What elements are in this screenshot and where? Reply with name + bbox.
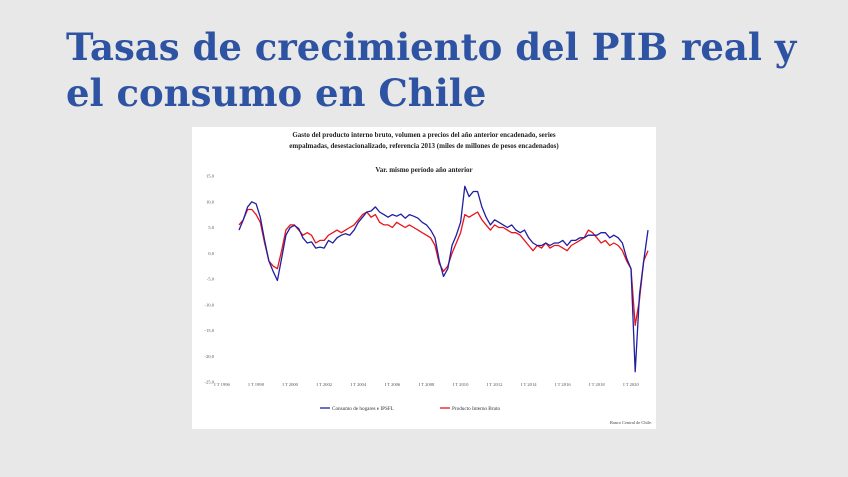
- y-tick-label: 0,0: [208, 251, 214, 257]
- x-axis: I T 1996 I T 1998 I T 2000 I T 2002 I T 2004…: [214, 382, 639, 387]
- legend-label-consumo: Consumo de hogares e IPSFL: [332, 406, 394, 412]
- series-lines: [238, 185, 649, 373]
- x-tick-label: I T 2020: [623, 382, 639, 387]
- y-tick-label: -10,0: [204, 302, 214, 308]
- x-tick-label: I T 2016: [555, 382, 571, 387]
- y-tick-label: -25,0: [204, 380, 214, 386]
- y-axis: 15,0 10,0 5,0 0,0 -5,0 -10,0 -15,0 -20,0 -25,0: [204, 174, 214, 386]
- chart-title-line2: empalmadas, desestacionalizado, referenc…: [289, 142, 559, 150]
- x-tick-label: I T 2010: [453, 382, 469, 387]
- slide-title: Tasas de crecimiento del PIB real y el c…: [66, 25, 797, 115]
- chart-subtitle: Var. mismo período año anterior: [375, 166, 472, 174]
- y-tick-label: 10,0: [206, 199, 215, 205]
- series-line-pib: [238, 208, 649, 326]
- y-tick-label: -5,0: [207, 277, 215, 283]
- y-tick-label: 5,0: [208, 225, 214, 231]
- x-tick-label: I T 1998: [248, 382, 264, 387]
- y-tick-label: -15,0: [204, 328, 214, 334]
- x-tick-label: I T 2018: [589, 382, 605, 387]
- chart-title-line1: Gasto del producto interno bruto, volume…: [292, 131, 556, 139]
- legend-label-pib: Producto Interno Bruto: [452, 406, 501, 412]
- chart-svg: Gasto del producto interno bruto, volume…: [204, 131, 652, 425]
- x-tick-label: I T 2000: [282, 382, 298, 387]
- x-tick-label: I T 2006: [385, 382, 401, 387]
- x-tick-label: I T 1996: [214, 382, 230, 387]
- chart-panel: Gasto del producto interno bruto, volume…: [192, 127, 656, 429]
- x-tick-label: I T 2008: [419, 382, 435, 387]
- x-tick-label: I T 2002: [316, 382, 332, 387]
- x-tick-label: I T 2004: [350, 382, 366, 387]
- series-line-consumo: [238, 185, 649, 373]
- chart-source: Banco Central de Chile.: [610, 420, 652, 425]
- x-tick-label: I T 2012: [487, 382, 503, 387]
- legend: Consumo de hogares e IPSFL Producto Inte…: [320, 406, 501, 412]
- x-tick-label: I T 2014: [521, 382, 537, 387]
- y-tick-label: 15,0: [206, 174, 215, 180]
- y-tick-label: -20,0: [204, 354, 214, 360]
